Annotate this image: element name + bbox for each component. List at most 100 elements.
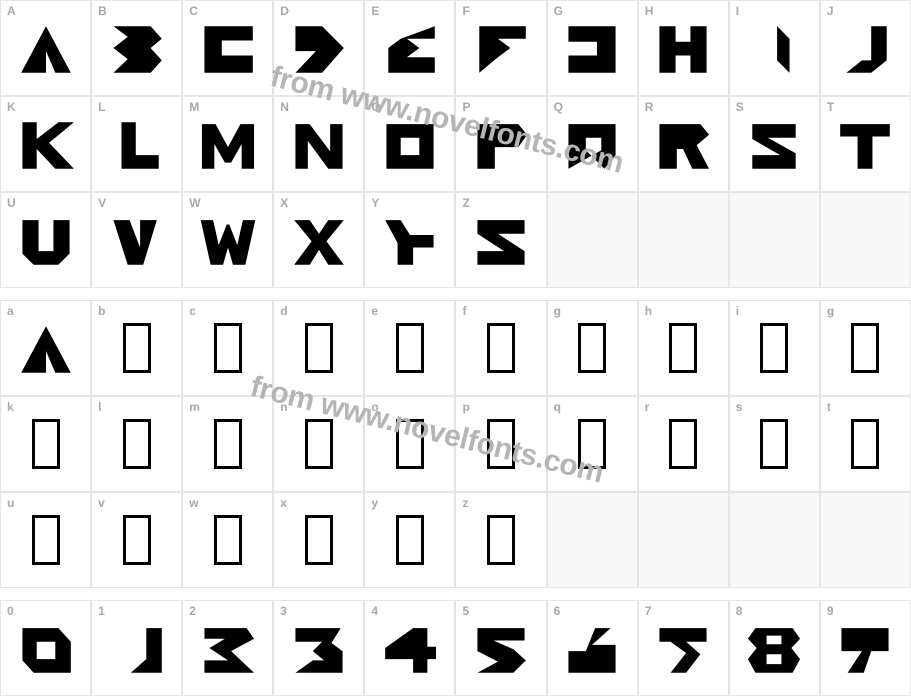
cell: p bbox=[455, 396, 546, 492]
cell-label: P bbox=[462, 100, 470, 114]
cell: s bbox=[729, 396, 820, 492]
cell bbox=[820, 492, 911, 588]
cell-label: u bbox=[7, 496, 14, 510]
cell-label: v bbox=[98, 496, 105, 510]
cell-label: 0 bbox=[7, 604, 14, 618]
cell: 4 bbox=[364, 600, 455, 696]
cell-label: n bbox=[280, 400, 287, 414]
cell-label: X bbox=[280, 196, 288, 210]
cell: h bbox=[638, 300, 729, 396]
glyph-Z bbox=[456, 193, 545, 287]
cell: E bbox=[364, 0, 455, 96]
notdef-glyph bbox=[305, 419, 333, 469]
section-gap bbox=[0, 588, 911, 600]
glyph-I bbox=[730, 1, 819, 95]
cell-label: 7 bbox=[645, 604, 652, 618]
cell: N bbox=[273, 96, 364, 192]
cell: v bbox=[91, 492, 182, 588]
notdef-glyph bbox=[32, 515, 60, 565]
cell: w bbox=[182, 492, 273, 588]
cell: X bbox=[273, 192, 364, 288]
grid-row: abcdefghig bbox=[0, 300, 911, 396]
glyph-L bbox=[92, 97, 181, 191]
cell-label: 9 bbox=[827, 604, 834, 618]
cell-label: Q bbox=[554, 100, 563, 114]
cell bbox=[638, 492, 729, 588]
cell: J bbox=[820, 0, 911, 96]
cell: x bbox=[273, 492, 364, 588]
cell: t bbox=[820, 396, 911, 492]
cell: c bbox=[182, 300, 273, 396]
cell-label: a bbox=[7, 304, 14, 318]
cell: q bbox=[547, 396, 638, 492]
cell: A bbox=[0, 0, 91, 96]
notdef-glyph bbox=[214, 419, 242, 469]
cell-label: k bbox=[7, 400, 14, 414]
cell-label: 6 bbox=[554, 604, 561, 618]
cell-label: m bbox=[189, 400, 200, 414]
grid-row: 0123456789 bbox=[0, 600, 911, 696]
cell: f bbox=[455, 300, 546, 396]
cell: F bbox=[455, 0, 546, 96]
notdef-glyph bbox=[396, 419, 424, 469]
cell: S bbox=[729, 96, 820, 192]
cell-label: W bbox=[189, 196, 200, 210]
cell bbox=[547, 192, 638, 288]
cell: 9 bbox=[820, 600, 911, 696]
cell: U bbox=[0, 192, 91, 288]
cell: g bbox=[547, 300, 638, 396]
glyph-1 bbox=[92, 601, 181, 695]
cell-label: f bbox=[462, 304, 466, 318]
cell-label: L bbox=[98, 100, 105, 114]
cell: V bbox=[91, 192, 182, 288]
cell: e bbox=[364, 300, 455, 396]
grid-row: k l m n o p q r st bbox=[0, 396, 911, 492]
notdef-glyph bbox=[123, 323, 151, 373]
cell: 1 bbox=[91, 600, 182, 696]
cell-label: t bbox=[827, 400, 831, 414]
notdef-glyph bbox=[305, 323, 333, 373]
cell: R bbox=[638, 96, 729, 192]
cell-label: O bbox=[371, 100, 380, 114]
cell-label: 2 bbox=[189, 604, 196, 618]
notdef-glyph bbox=[214, 515, 242, 565]
cell: k bbox=[0, 396, 91, 492]
notdef-glyph bbox=[305, 515, 333, 565]
cell: Z bbox=[455, 192, 546, 288]
cell-label: x bbox=[280, 496, 287, 510]
cell-label: z bbox=[462, 496, 468, 510]
glyph-3 bbox=[274, 601, 363, 695]
cell-label: w bbox=[189, 496, 198, 510]
notdef-glyph bbox=[32, 419, 60, 469]
cell bbox=[638, 192, 729, 288]
cell: Q bbox=[547, 96, 638, 192]
notdef-glyph bbox=[487, 419, 515, 469]
notdef-glyph bbox=[851, 419, 879, 469]
notdef-glyph bbox=[760, 419, 788, 469]
cell-label: U bbox=[7, 196, 16, 210]
cell-label: p bbox=[462, 400, 469, 414]
cell-label: G bbox=[554, 4, 563, 18]
cell-label: B bbox=[98, 4, 107, 18]
cell-label: r bbox=[645, 400, 650, 414]
cell: K bbox=[0, 96, 91, 192]
cell: 0 bbox=[0, 600, 91, 696]
cell-label: g bbox=[827, 304, 834, 318]
cell-label: E bbox=[371, 4, 379, 18]
cell-label: C bbox=[189, 4, 198, 18]
cell-label: Z bbox=[462, 196, 469, 210]
cell-label: o bbox=[371, 400, 378, 414]
cell-label: 5 bbox=[462, 604, 469, 618]
glyph-6 bbox=[548, 601, 637, 695]
glyph-5 bbox=[456, 601, 545, 695]
cell: u bbox=[0, 492, 91, 588]
cell-label: l bbox=[98, 400, 101, 414]
cell-label: T bbox=[827, 100, 834, 114]
notdef-glyph bbox=[396, 323, 424, 373]
cell-label: 3 bbox=[280, 604, 287, 618]
cell-label: q bbox=[554, 400, 561, 414]
cell: 3 bbox=[273, 600, 364, 696]
cell-label: J bbox=[827, 4, 834, 18]
notdef-glyph bbox=[123, 515, 151, 565]
cell: n bbox=[273, 396, 364, 492]
